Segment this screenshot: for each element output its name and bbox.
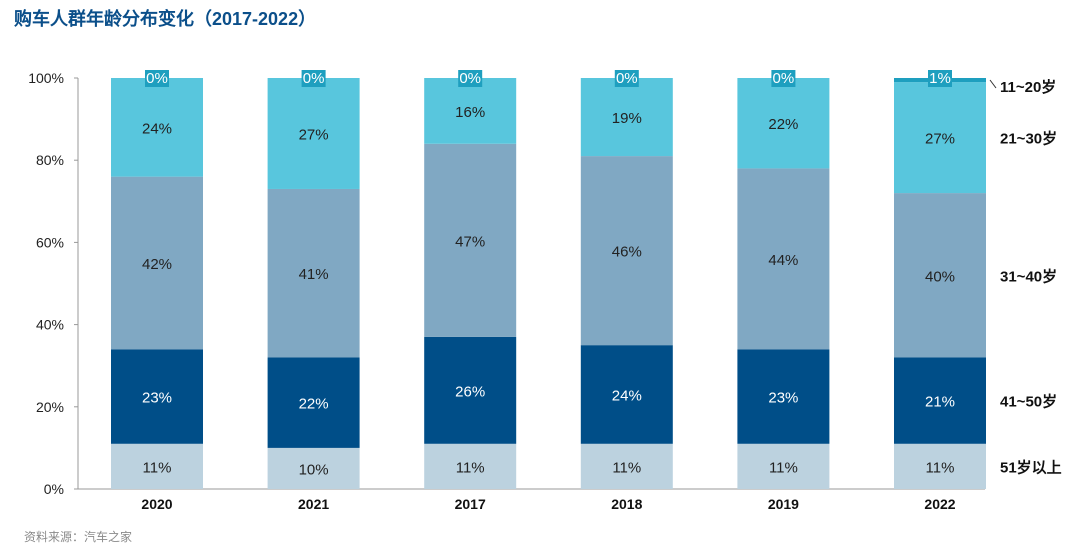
y-tick-label: 20%	[36, 399, 64, 415]
chart-title: 购车人群年龄分布变化（2017-2022）	[14, 9, 317, 29]
data-label: 10%	[299, 461, 329, 478]
data-label: 11%	[769, 459, 798, 476]
bar-segment	[737, 78, 830, 169]
top-series-badge	[771, 70, 796, 87]
legend: 51岁以上 41~50岁 31~40岁 21~30岁 11~20岁	[989, 78, 1062, 476]
data-label: 0%	[773, 70, 795, 87]
top-series-badge	[928, 70, 952, 87]
data-label: 0%	[459, 70, 481, 87]
data-label: 26%	[455, 383, 485, 400]
data-labels: 11% 23% 42% 24% 0% 10% 22% 41% 27% 0% 11% 26% 47% 16%…	[142, 70, 955, 478]
data-label: 46%	[612, 244, 642, 261]
bar-segment	[424, 78, 517, 144]
data-label: 19%	[612, 110, 642, 127]
bar-segment	[267, 78, 360, 189]
bar-segment	[737, 349, 830, 444]
bar-segment	[894, 193, 986, 358]
data-label: 23%	[142, 390, 172, 407]
y-tick-label: 80%	[36, 152, 64, 168]
y-tick-label: 40%	[36, 317, 64, 333]
data-label: 23%	[768, 390, 798, 407]
bar-segment	[580, 443, 673, 489]
bar-segment	[424, 336, 517, 444]
data-label: 11%	[612, 459, 641, 476]
x-tick-label: 2022	[924, 496, 955, 512]
data-label: 24%	[612, 387, 642, 404]
data-label: 22%	[768, 116, 798, 133]
bar-segment	[580, 156, 673, 346]
bar-segment	[424, 143, 517, 337]
y-tick-label: 60%	[36, 234, 64, 250]
top-series-badge	[614, 70, 639, 87]
data-label: 11%	[926, 459, 955, 476]
bar-segment	[111, 443, 203, 489]
x-tick-label: 2019	[768, 496, 799, 512]
x-tick-label: 2021	[298, 496, 329, 512]
bar-segment	[894, 357, 986, 444]
data-label: 24%	[142, 120, 172, 137]
bar-segment	[894, 82, 986, 194]
data-label: 27%	[925, 131, 955, 148]
data-label: 40%	[925, 268, 955, 285]
source-note: 资料来源：汽车之家	[24, 530, 133, 544]
legend-label: 41~50岁	[1000, 393, 1057, 411]
bar-segment	[580, 78, 673, 157]
bar-segment	[737, 443, 830, 489]
data-label: 47%	[455, 233, 485, 250]
bar-segment	[267, 357, 360, 448]
bar-segment	[580, 345, 673, 444]
bar-segment	[111, 349, 203, 444]
legend-label: 21~30岁	[1000, 130, 1057, 148]
data-label: 11%	[456, 459, 485, 476]
x-tick-label: 2017	[455, 496, 486, 512]
data-label: 21%	[925, 394, 955, 411]
data-label: 0%	[616, 70, 638, 87]
bar-segment	[111, 78, 203, 177]
data-label: 44%	[768, 252, 798, 269]
top-series-badge	[145, 70, 169, 87]
data-label: 11%	[143, 459, 172, 476]
legend-leader-line	[989, 79, 997, 89]
data-label: 22%	[299, 396, 329, 413]
x-tick-label: 2018	[611, 496, 642, 512]
data-label: 42%	[142, 256, 172, 273]
bar-segment	[737, 168, 830, 350]
legend-label: 11~20岁	[1000, 78, 1056, 96]
data-label: 0%	[146, 70, 168, 87]
data-label: 27%	[299, 126, 329, 143]
bar-segment	[267, 447, 360, 489]
bar-segment	[111, 176, 203, 350]
bar-segment	[267, 188, 360, 358]
data-label: 0%	[303, 70, 325, 87]
bars	[111, 78, 986, 489]
y-tick-label: 100%	[28, 70, 64, 86]
data-label: 16%	[455, 104, 485, 121]
legend-label: 51岁以上	[1000, 458, 1062, 476]
legend-label: 31~40岁	[1000, 267, 1057, 285]
axes: 0% 20% 40% 60% 80% 100% 2020 2021 2017 2018 2019 20…	[28, 70, 985, 512]
data-label: 1%	[929, 70, 951, 87]
top-series-badge	[458, 70, 483, 87]
data-label: 41%	[299, 266, 329, 283]
bar-segment	[424, 443, 517, 489]
bar-segment	[894, 443, 986, 489]
x-tick-label: 2020	[141, 496, 172, 512]
y-tick-label: 0%	[44, 481, 64, 497]
top-series-badge	[301, 70, 326, 87]
